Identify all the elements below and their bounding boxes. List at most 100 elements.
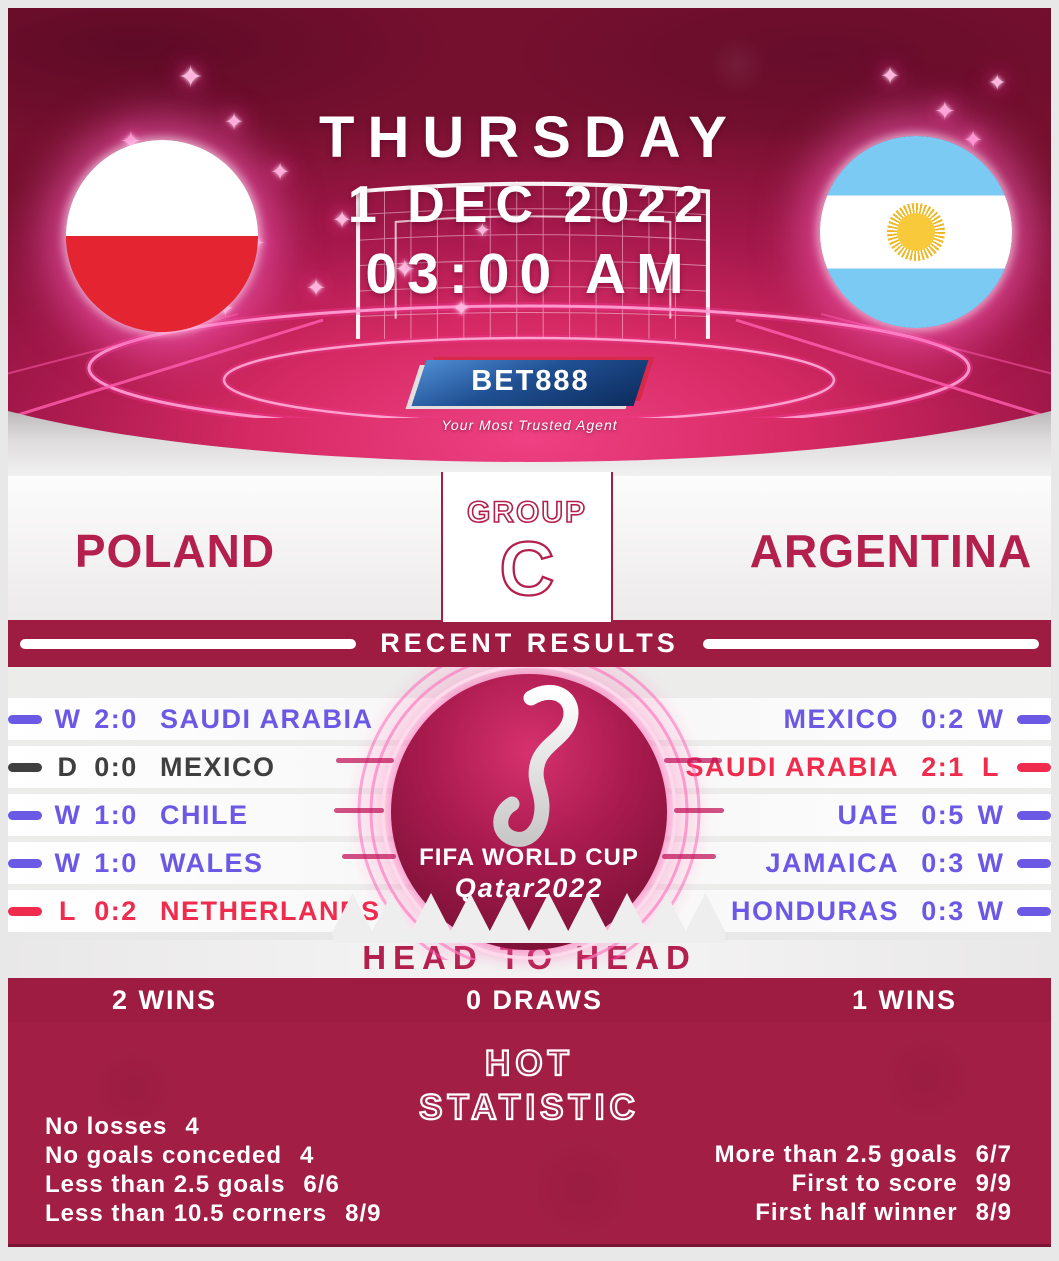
result-opponent: SAUDI ARABIA xyxy=(685,751,899,782)
result-opponent: UAE xyxy=(837,799,899,830)
away-result: HONDURAS 0:3 W xyxy=(731,890,1051,932)
result-outcome: W xyxy=(54,799,82,830)
stat-label: No losses xyxy=(45,1113,168,1140)
neon-goal-icon xyxy=(356,181,710,339)
hero-section: ✦ ✦ ✦ ✦ ✦ ✦ ✦ ✦ ✦ ✦ ✦ ✦ ✦ ✦ ✦ ✦ ✦ ✦ ✦ xyxy=(8,8,1051,476)
home-result: W 2:0 SAUDI ARABIA xyxy=(8,698,374,740)
result-score: 0:3 xyxy=(921,895,965,926)
result-score: 1:0 xyxy=(94,799,138,830)
stat-label: First half winner xyxy=(755,1199,958,1226)
result-score: 2:1 xyxy=(921,751,965,782)
divider-bar xyxy=(703,639,1039,649)
result-outcome: D xyxy=(57,751,79,782)
away-wins: 1 WINS xyxy=(851,984,957,1015)
brand-tagline: Your Most Trusted Agent xyxy=(441,417,618,433)
away-result: JAMAICA 0:3 W xyxy=(765,842,1051,884)
result-outcome: W xyxy=(54,847,82,878)
home-wins: 2 WINS xyxy=(112,984,218,1015)
badge-title: FIFA WORLD CUP xyxy=(419,844,639,871)
form-dash-icon xyxy=(1017,714,1051,724)
result-opponent: HONDURAS xyxy=(730,895,899,926)
floodlight-sparkle-icon: ✦ xyxy=(224,109,245,136)
stat-line: Less than 2.5 goals 6/6 xyxy=(45,1170,382,1199)
recent-results-heading: RECENT RESULTS xyxy=(380,628,679,658)
floodlight-sparkle-icon: ✦ xyxy=(332,207,353,234)
match-day: THURSDAY xyxy=(319,105,740,170)
away-team-name: ARGENTINA xyxy=(749,525,1033,577)
away-result: MEXICO 0:2 W xyxy=(783,698,1051,740)
stat-value: 6/6 xyxy=(303,1171,340,1198)
result-score: 0:2 xyxy=(921,703,965,734)
neon-dash xyxy=(662,854,716,859)
head-to-head-band: 2 WINS 0 DRAWS 1 WINS xyxy=(8,978,1051,1022)
result-outcome: L xyxy=(59,895,77,926)
recent-results-band: RECENT RESULTS xyxy=(8,620,1051,667)
stat-label: More than 2.5 goals xyxy=(714,1141,958,1168)
result-outcome: W xyxy=(977,703,1005,734)
badge-year: Qatar2022 xyxy=(454,873,604,903)
match-time: 03:00 AM xyxy=(365,242,694,306)
stat-value: 8/9 xyxy=(345,1200,382,1227)
stat-value: 4 xyxy=(185,1113,200,1140)
home-result: W 1:0 CHILE xyxy=(8,794,249,836)
result-opponent: MEXICO xyxy=(160,751,276,782)
result-score: 2:0 xyxy=(94,703,138,734)
form-dash-icon xyxy=(1017,858,1051,868)
form-dash-icon xyxy=(1017,762,1051,772)
result-opponent: MEXICO xyxy=(783,703,899,734)
form-dash-icon xyxy=(8,906,42,916)
floodlight-sparkle-icon: ✦ xyxy=(178,61,204,94)
hero-curve xyxy=(8,411,1051,476)
hot-title-line1: HOT xyxy=(484,1043,574,1084)
stat-label: Less than 2.5 goals xyxy=(45,1171,286,1198)
home-team-name: POLAND xyxy=(74,525,276,577)
away-result: SAUDI ARABIA 2:1 L xyxy=(685,746,1051,788)
neon-dash xyxy=(336,758,394,763)
result-outcome: W xyxy=(977,847,1005,878)
floodlight-sparkle-icon: ✦ xyxy=(452,296,471,321)
floodlight-sparkle-icon: ✦ xyxy=(934,96,956,126)
group-letter: C xyxy=(498,527,555,612)
stat-line: No losses 4 xyxy=(45,1112,382,1141)
stat-value: 9/9 xyxy=(975,1170,1012,1197)
stat-line: No goals conceded 4 xyxy=(45,1141,382,1170)
result-outcome: L xyxy=(982,751,1000,782)
world-cup-badge: FIFA WORLD CUP Qatar2022 xyxy=(333,640,725,960)
neon-dash xyxy=(334,808,384,813)
result-score: 0:5 xyxy=(921,799,965,830)
result-opponent: WALES xyxy=(160,847,264,878)
neon-dash xyxy=(674,808,724,813)
draws: 0 DRAWS xyxy=(465,984,604,1015)
floodlight-sparkle-icon: ✦ xyxy=(474,220,491,242)
home-result: W 1:0 WALES xyxy=(8,842,264,884)
home-hot-stats: No losses 4 No goals conceded 4 Less than 2.… xyxy=(45,1112,382,1228)
kickoff-block: THURSDAY 1 DEC 2022 03:00 AM xyxy=(8,104,1051,307)
stat-line: First half winner 8/9 xyxy=(715,1198,1012,1227)
result-score: 0:0 xyxy=(94,751,138,782)
floodlight-sparkle-icon: ✦ xyxy=(394,254,416,284)
result-opponent: SAUDI ARABIA xyxy=(160,703,374,734)
home-result: L 0:2 NETHERLANDS xyxy=(8,890,381,932)
stat-value: 6/7 xyxy=(975,1141,1012,1168)
result-outcome: W xyxy=(977,799,1005,830)
form-dash-icon xyxy=(8,858,42,868)
neon-pitch-lines xyxy=(8,302,1051,418)
result-outcome: W xyxy=(54,703,82,734)
floodlight-sparkle-icon: ✦ xyxy=(963,127,984,154)
floodlight-sparkle-icon: ✦ xyxy=(988,70,1007,95)
result-outcome: W xyxy=(977,895,1005,926)
form-dash-icon xyxy=(8,762,42,772)
stat-label: Less than 10.5 corners xyxy=(45,1200,328,1227)
away-result: UAE 0:5 W xyxy=(837,794,1051,836)
stat-value: 4 xyxy=(300,1142,315,1169)
result-opponent: CHILE xyxy=(160,799,249,830)
group-box: GROUP C xyxy=(441,472,613,622)
argentina-flag xyxy=(820,136,1012,328)
form-dash-icon xyxy=(1017,810,1051,820)
home-result: D 0:0 MEXICO xyxy=(8,746,276,788)
match-date: 1 DEC 2022 xyxy=(347,176,712,234)
group-label: GROUP xyxy=(466,495,587,530)
hot-statistic-heading: HOT STATISTIC xyxy=(8,1042,1051,1130)
floodlight-sparkle-icon: ✦ xyxy=(880,63,901,90)
